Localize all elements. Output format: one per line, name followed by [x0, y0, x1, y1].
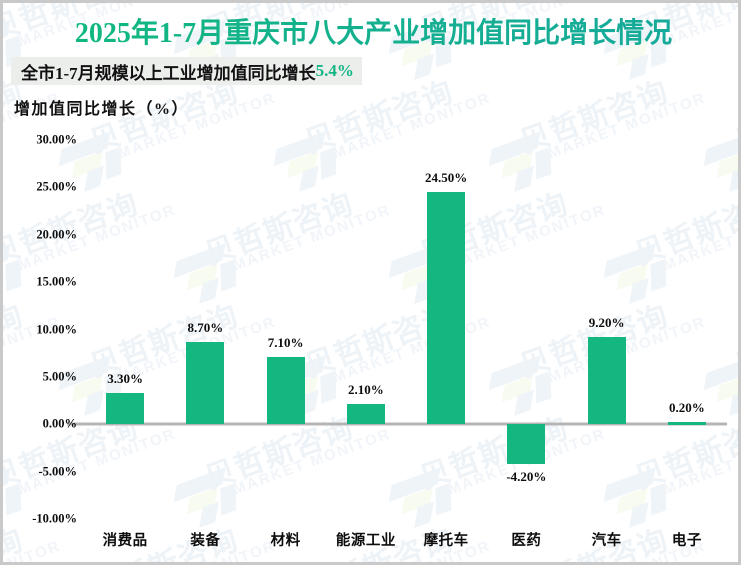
x-axis-tick-label: 摩托车	[423, 533, 469, 549]
bar-value-label: 9.20%	[588, 315, 625, 331]
watermark-tagline: MARKET MONITOR	[3, 537, 63, 562]
y-axis-tick-label: -10.00%	[32, 511, 77, 526]
x-axis-tick-label: 汽车	[591, 533, 622, 549]
y-axis-tick-label: 25.00%	[36, 179, 77, 194]
y-axis-tick-label: 5.00%	[42, 369, 77, 384]
watermark-brand: 贝哲斯咨询	[730, 299, 738, 384]
y-axis-tick-label: 15.00%	[36, 274, 77, 289]
plot-area: 30.00% 25.00% 20.00% 15.00% 10.00% 5.00% 0.00%…	[32, 133, 727, 549]
bar[interactable]	[266, 356, 305, 425]
y-axis-tick-label: 0.00%	[42, 416, 77, 431]
x-axis-tick-label: 电子	[671, 533, 702, 549]
x-axis-tick-label: 消费品	[102, 533, 148, 549]
x-axis-tick-label: 医药	[511, 533, 542, 549]
bar[interactable]	[667, 422, 706, 426]
y-axis-title: 增加值同比增长（%）	[14, 101, 190, 118]
watermark-brand: 贝哲斯咨询	[728, 515, 738, 562]
subtitle-label: 全市1-7月规模以上工业增加值同比增长	[21, 63, 316, 83]
subtitle-banner: 全市1-7月规模以上工业增加值同比增长 5.4%	[11, 57, 362, 85]
watermark-brand: 贝哲斯咨询	[730, 75, 738, 160]
x-axis-tick-label: 装备	[190, 533, 221, 549]
bar-value-label: -4.20%	[506, 469, 547, 485]
bar[interactable]	[427, 192, 466, 425]
bar-value-label: 8.70%	[187, 319, 224, 335]
bar[interactable]	[507, 424, 546, 465]
bar[interactable]	[186, 341, 225, 425]
y-axis-tick-label: -5.00%	[38, 464, 77, 479]
watermark-brand: 贝哲斯咨询	[3, 515, 28, 562]
bar-value-label: 7.10%	[267, 334, 304, 350]
y-axis-tick-label: 30.00%	[36, 132, 77, 147]
watermark-brand: 贝哲斯咨询	[3, 299, 28, 384]
bar[interactable]	[106, 392, 145, 425]
bar-value-label: 2.10%	[348, 382, 384, 398]
bar-value-label: 24.50%	[425, 170, 468, 186]
watermark-logo-icon	[3, 460, 33, 534]
zero-baseline	[67, 422, 727, 426]
y-axis-tick-label: 10.00%	[36, 322, 77, 336]
bar-value-label: 0.20%	[669, 400, 705, 416]
page-title: 2025年1-7月重庆市八大产业增加值同比增长情况	[3, 17, 738, 51]
x-axis-tick-label: 能源工业	[335, 533, 396, 549]
y-axis-tick-label: 20.00%	[36, 227, 77, 242]
watermark-logo-icon	[3, 236, 33, 310]
bar[interactable]	[587, 337, 626, 425]
bar[interactable]	[346, 404, 385, 425]
bar-value-label: 3.30%	[107, 370, 143, 386]
subtitle-value: 5.4%	[315, 61, 354, 80]
x-axis-tick-label: 材料	[270, 533, 301, 549]
